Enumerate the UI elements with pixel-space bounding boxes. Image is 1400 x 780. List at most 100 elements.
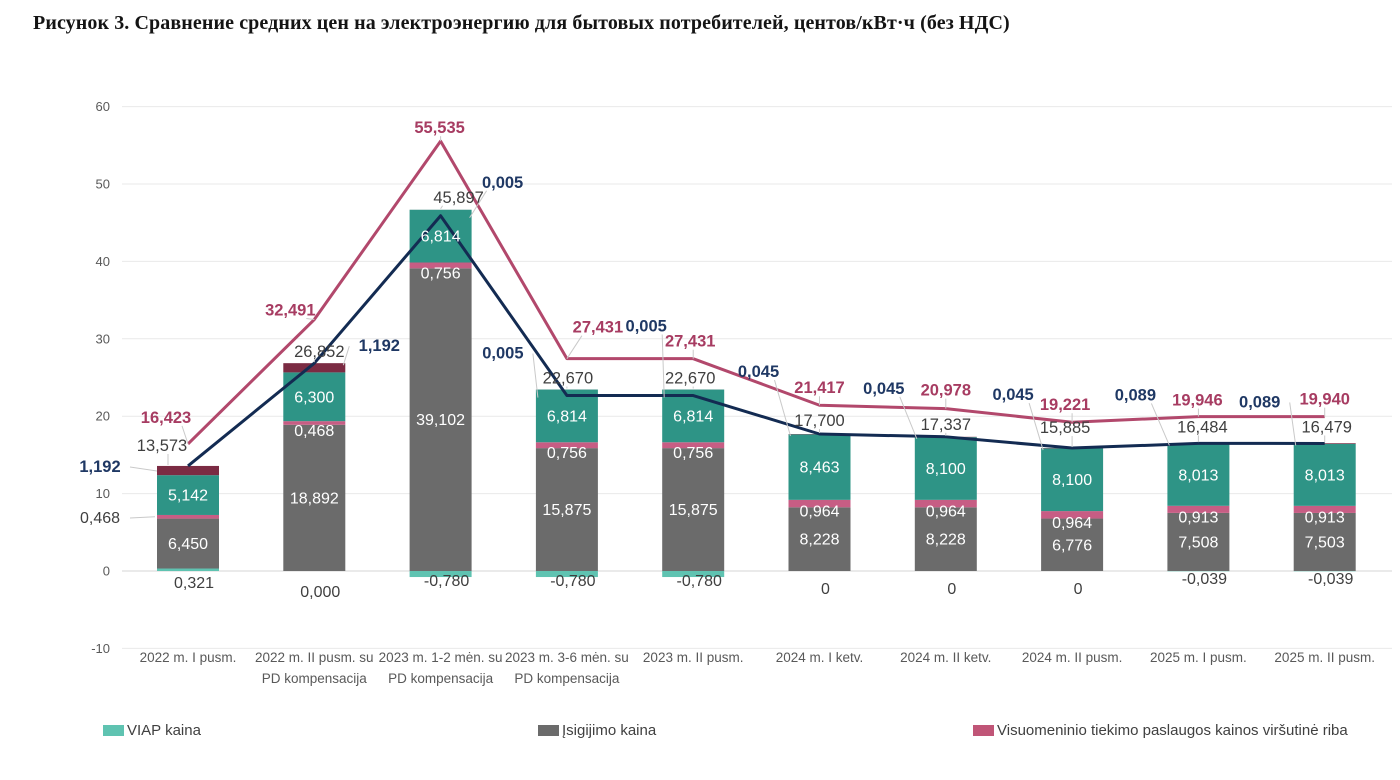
- dark-red-segment-label: 0,005: [482, 174, 523, 192]
- total-label: 13,573: [137, 437, 187, 455]
- bar-segment-label: 6,814: [673, 408, 713, 425]
- legend-swatch: [538, 725, 559, 736]
- total-label: 26,852: [294, 343, 344, 361]
- y-tick-label: 20: [96, 409, 110, 424]
- leader-line: [899, 396, 918, 439]
- bar-segment-teal-upper-segment: [1041, 448, 1104, 512]
- bar-segment-label: 8,228: [926, 532, 966, 549]
- bar-segment-teal-upper-segment: [1293, 443, 1356, 506]
- bar-segment-label: 0,756: [673, 445, 713, 462]
- bar-segment-visuomeninio-tiekimo-segment: [788, 499, 851, 508]
- bar-segment-viap-bottom-segment: [535, 571, 598, 578]
- upper-bound-label: 19,221: [1040, 396, 1090, 414]
- bar-segment-isigijimo-segment: [535, 448, 598, 571]
- dark-red-segment-label: 0,089: [1239, 393, 1280, 411]
- total-label: 15,885: [1040, 419, 1090, 437]
- bar-segment-teal-upper-segment: [662, 389, 725, 443]
- bottom-segment-label: -0,780: [550, 573, 595, 590]
- leader-line: [306, 318, 315, 321]
- bar-segment-isigijimo-segment: [283, 424, 346, 571]
- bar-segment-label: 15,875: [542, 502, 591, 519]
- bar-segment-isigijimo-segment: [157, 518, 219, 569]
- leader-line: [1028, 402, 1044, 451]
- bar-segment-label: 7,503: [1305, 534, 1345, 551]
- upper-bound-label: 19,946: [1172, 392, 1222, 410]
- leader-line: [129, 466, 158, 472]
- x-category-label: 2024 m. II ketv.: [900, 650, 991, 665]
- bar-segment-viap-bottom-segment: [157, 568, 219, 571]
- bar-segment-isigijimo-segment: [662, 448, 725, 571]
- bar-segment-label: 7,508: [1178, 534, 1218, 551]
- upper-bound-line: [186, 139, 1325, 445]
- bar-segment-label: 8,013: [1178, 467, 1218, 484]
- bottom-segment-label: 0: [947, 581, 956, 598]
- x-category-label: 2025 m. II pusm.: [1274, 650, 1375, 665]
- leader-line: [440, 205, 444, 209]
- upper-bound-label: 55,535: [414, 119, 464, 137]
- y-tick-label: 60: [96, 99, 110, 114]
- bar-segment-label: 6,300: [294, 389, 334, 406]
- upper-bound-label: 27,431: [665, 333, 715, 351]
- total-label: 17,337: [921, 416, 971, 434]
- bar-segment-visuomeninio-tiekimo-segment: [662, 442, 725, 449]
- total-label: 22,670: [543, 370, 593, 388]
- dark-red-segment-label: 0,045: [992, 386, 1033, 404]
- total-label: 17,700: [794, 412, 844, 430]
- pink-segment-outside-label: 0,468: [80, 510, 120, 527]
- legend-swatch: [103, 725, 124, 736]
- dark-red-segment-label: 1,192: [359, 337, 400, 355]
- bar-segment-visuomeninio-tiekimo-segment: [1167, 505, 1230, 513]
- leader-line: [661, 334, 665, 398]
- bar-segment-teal-upper-segment: [788, 434, 851, 500]
- bar-segment-isigijimo-segment: [1041, 518, 1104, 571]
- total-label: 45,897: [433, 189, 483, 207]
- leader-line: [532, 353, 539, 398]
- bar-segment-label: 8,100: [1052, 472, 1092, 489]
- bar-segment-label: 0,964: [1052, 515, 1092, 532]
- leader-line: [469, 190, 488, 219]
- bar-segment-label: 18,892: [290, 490, 339, 507]
- x-category-label: 2023 m. II pusm.: [643, 650, 744, 665]
- bar-segment-label: 6,450: [168, 536, 208, 553]
- upper-bound-label: 32,491: [265, 302, 315, 320]
- bar-segment-dark-red-top-segment: [283, 363, 346, 373]
- bar-segment-isigijimo-segment: [914, 507, 977, 571]
- bar-segment-label: 39,102: [416, 412, 465, 429]
- leader-line: [129, 516, 156, 519]
- x-category-label: 2025 m. I pusm.: [1150, 650, 1247, 665]
- x-category-label: 2023 m. 3-6 mėn. su PD kompensacija: [505, 650, 629, 686]
- total-label: 16,484: [1177, 418, 1227, 436]
- x-category-label: 2023 m. 1-2 mėn. su PD kompensacija: [379, 650, 503, 686]
- bar-segment-label: 0,756: [421, 265, 461, 282]
- legend-label: Įsigijimo kaina: [562, 722, 657, 739]
- bar-segment-teal-upper-segment: [914, 437, 977, 500]
- bar-segment-dark-red-top-segment: [157, 465, 219, 476]
- dark-red-segment-label: 0,045: [863, 380, 904, 398]
- bar-segment-label: 8,463: [799, 460, 839, 477]
- x-category-label: 2022 m. II pusm. su PD kompensacija: [255, 650, 374, 686]
- bottom-segment-label: 0: [821, 581, 830, 598]
- y-tick-label: 0: [103, 564, 110, 579]
- bar-segment-visuomeninio-tiekimo-segment: [1041, 511, 1104, 519]
- leader-line: [774, 379, 791, 437]
- bottom-segment-label: -0,039: [1308, 571, 1353, 588]
- bar-segment-teal-upper-segment: [1167, 443, 1230, 506]
- bar-segment-visuomeninio-tiekimo-segment: [1293, 505, 1356, 513]
- dark-red-segment-label: 0,005: [626, 318, 667, 336]
- bar-segment-label: 8,100: [926, 461, 966, 478]
- leader-line: [1289, 402, 1297, 446]
- x-category-label: 2022 m. I pusm.: [140, 650, 237, 665]
- y-tick-label: 50: [96, 177, 110, 192]
- bottom-segment-label: -0,780: [424, 573, 469, 590]
- bar-segment-visuomeninio-tiekimo-segment: [157, 514, 219, 519]
- bar-segment-label: 0,756: [547, 445, 587, 462]
- y-tick-label: 40: [96, 254, 110, 269]
- bottom-segment-label: 0,321: [174, 575, 214, 592]
- y-tick-label: 10: [96, 486, 110, 501]
- bar-segment-isigijimo-segment: [1167, 512, 1230, 571]
- bar-segment-label: 5,142: [168, 488, 208, 505]
- bar-segment-isigijimo-segment: [788, 507, 851, 571]
- legend-label: VIAP kaina: [127, 722, 202, 739]
